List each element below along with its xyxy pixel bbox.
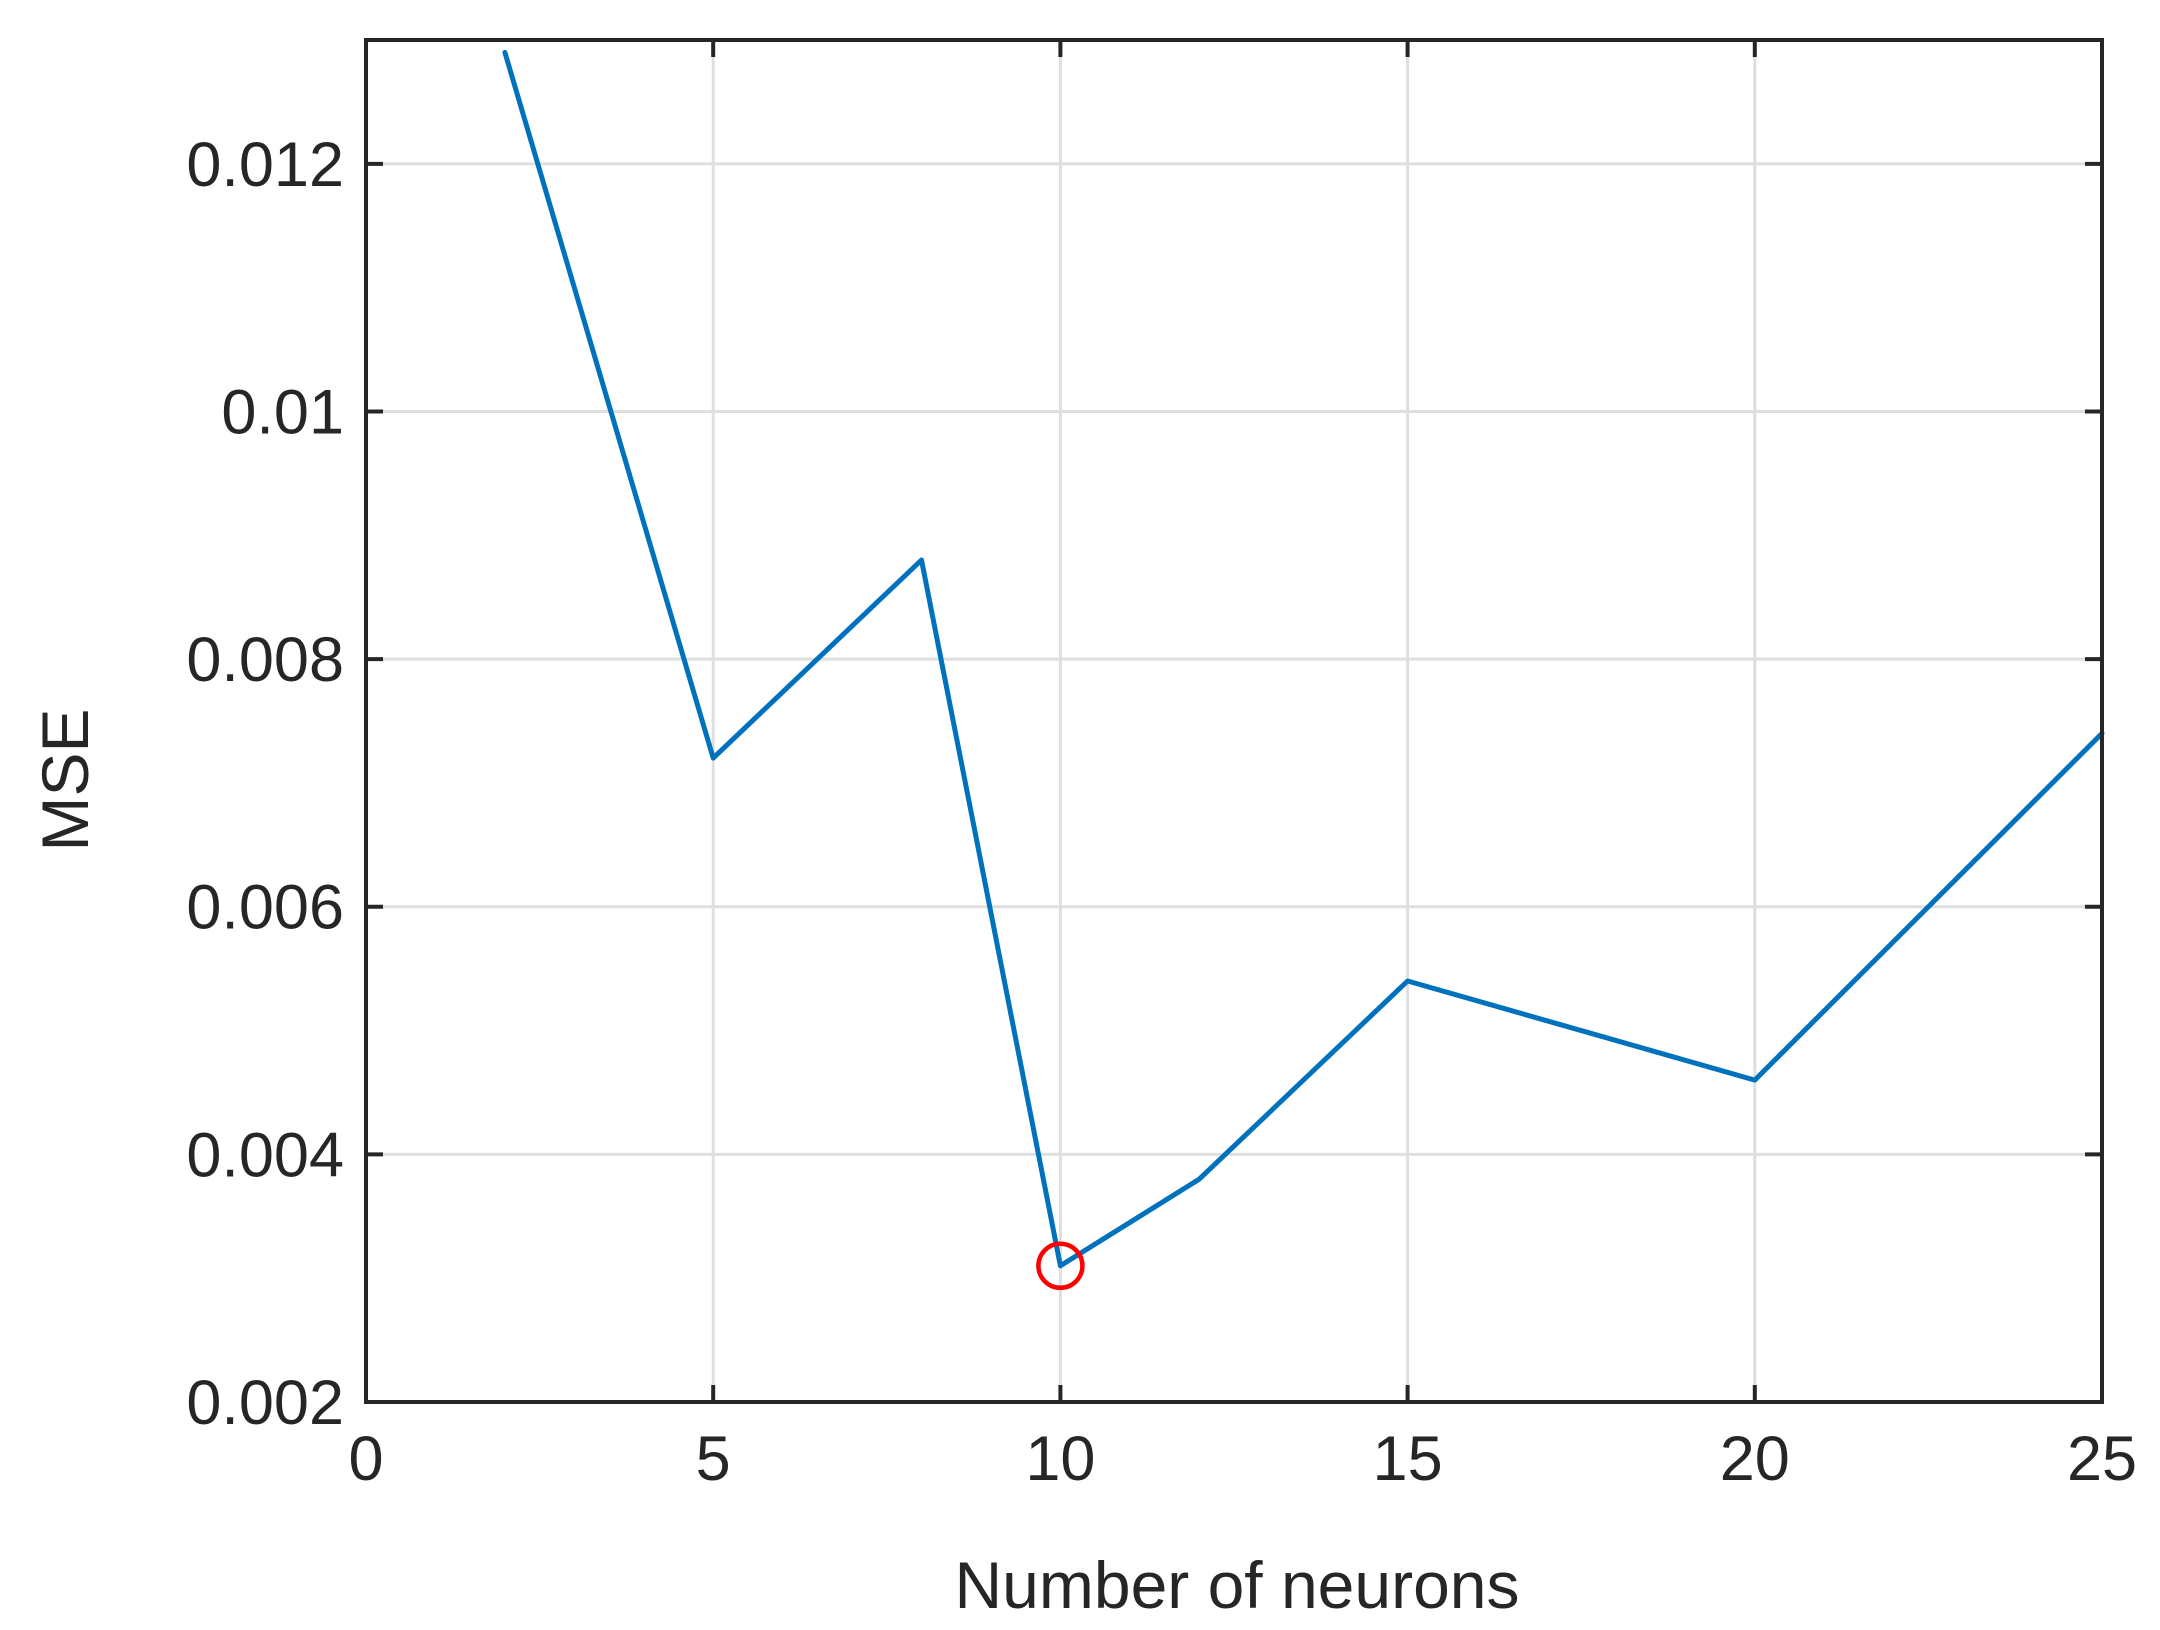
grid-lines xyxy=(366,40,2102,1402)
y-tick-label-1: 0.004 xyxy=(186,1120,344,1190)
y-axis-label: MSE xyxy=(28,708,102,851)
y-tick-label-5: 0.012 xyxy=(186,130,344,200)
y-tick-label-0: 0.002 xyxy=(186,1368,344,1438)
y-tick-label-3: 0.008 xyxy=(186,625,344,695)
x-tick-label-0: 0 xyxy=(348,1424,383,1494)
x-tick-label-5: 25 xyxy=(2067,1424,2137,1494)
x-tick-label-1: 5 xyxy=(696,1424,731,1494)
x-axis-label: Number of neurons xyxy=(955,1548,1520,1622)
x-tick-label-2: 10 xyxy=(1025,1424,1095,1494)
y-tick-label-2: 0.006 xyxy=(186,873,344,943)
x-tick-label-3: 15 xyxy=(1373,1424,1443,1494)
tick-labels: 0 5 10 15 20 25 0.002 0.004 0.006 0.008 0.01 0.012 xyxy=(186,130,2137,1494)
plot-box xyxy=(366,40,2102,1402)
x-tick-label-4: 20 xyxy=(1720,1424,1790,1494)
axes-frame xyxy=(366,40,2102,1402)
y-tick-label-4: 0.01 xyxy=(221,377,344,447)
